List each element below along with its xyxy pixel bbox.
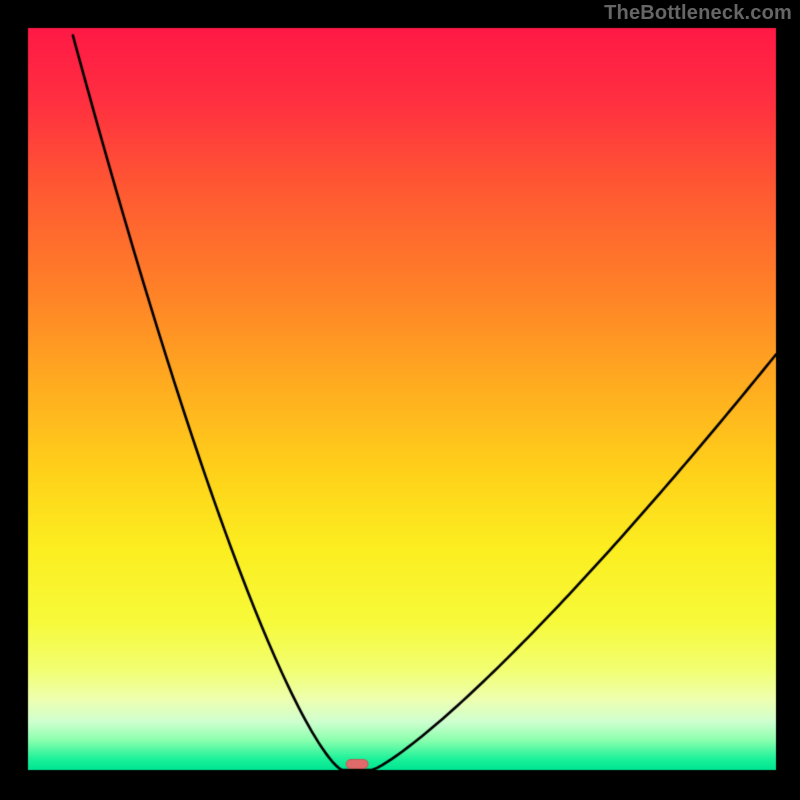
watermark-text: TheBottleneck.com [604,2,792,25]
bottleneck-chart-canvas [0,0,800,800]
